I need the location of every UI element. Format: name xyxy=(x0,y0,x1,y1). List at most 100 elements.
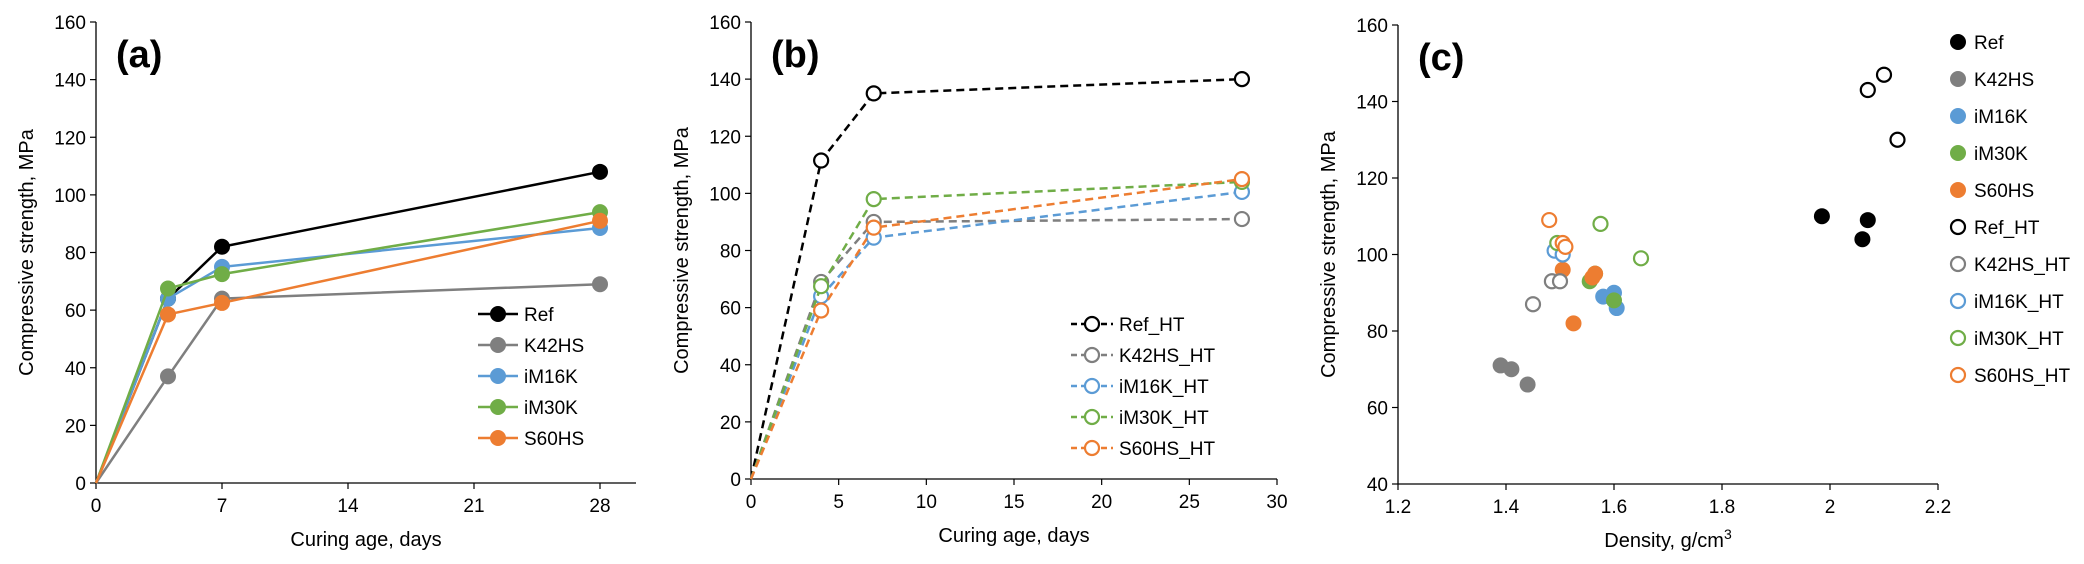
x-axis-label: Curing age, days xyxy=(938,525,1089,547)
series-s60hs-ht xyxy=(1541,211,1574,255)
data-point xyxy=(160,368,176,385)
series-line xyxy=(749,77,1242,480)
legend-label: K42HS xyxy=(524,336,584,357)
y-tick-label: 100 xyxy=(709,184,741,205)
series-line xyxy=(94,210,601,484)
x-tick-label: 10 xyxy=(916,492,937,513)
x-tick-label: 1.2 xyxy=(1385,497,1411,518)
data-point xyxy=(1859,212,1876,229)
data-point xyxy=(813,152,830,169)
legend-marker xyxy=(1083,439,1101,457)
chart-panel-2: 0 20 40 60 80 100 120 140 160 0 5 10 15 20 25 30 Curing … xyxy=(671,13,1288,547)
y-tick-label: 40 xyxy=(720,356,741,377)
y-tick-label: 160 xyxy=(54,13,86,34)
data-point xyxy=(813,278,830,295)
x-tick-label: 2 xyxy=(1825,497,1836,518)
y-axis-label: Compressive strength, MPa xyxy=(16,128,38,376)
x-tick-label: 25 xyxy=(1179,492,1200,513)
x-tick-label: 1.4 xyxy=(1493,497,1520,518)
x-tick-label: 2.2 xyxy=(1925,497,1951,518)
series-s60hs xyxy=(1554,261,1604,332)
data-point xyxy=(865,85,882,102)
data-point xyxy=(1859,81,1876,99)
data-point xyxy=(1541,211,1558,229)
x-tick-label: 5 xyxy=(833,492,844,513)
chart-panel-3: 40 60 80 100 120 140 160 1.2 1.4 1.6 1.8 2 2.2 Densit… xyxy=(1318,16,2070,552)
panel-label: (c) xyxy=(1418,37,1464,79)
x-axis-label: Curing age, days xyxy=(290,529,441,551)
y-tick-label: 0 xyxy=(730,470,741,491)
data-point xyxy=(1565,315,1582,332)
series-line xyxy=(749,177,1243,480)
y-tick-label: 20 xyxy=(65,416,86,437)
legend-label: K42HS_HT xyxy=(1974,255,2070,276)
legend-item: Ref xyxy=(478,305,554,326)
y-tick-label: 160 xyxy=(1356,16,1388,37)
legend-label: Ref xyxy=(524,305,554,326)
x-tick-label: 0 xyxy=(746,492,757,513)
legend-label: S60HS xyxy=(1974,181,2034,202)
data-point xyxy=(1813,208,1830,225)
y-tick-label: 40 xyxy=(1367,475,1388,496)
data-point xyxy=(214,266,230,283)
legend: Ref_HT K42HS_HT iM16K_HT iM30K_HT S60HS_HT xyxy=(1071,315,1215,460)
series-line xyxy=(94,282,601,484)
data-point xyxy=(1503,361,1520,378)
data-point xyxy=(1524,296,1542,313)
series-s60hs xyxy=(94,212,608,484)
y-tick-label: 60 xyxy=(720,299,741,320)
legend-label: K42HS_HT xyxy=(1119,346,1215,367)
x-tick-label: 0 xyxy=(91,496,102,517)
y-tick-label: 80 xyxy=(1367,322,1388,343)
data-point xyxy=(865,190,882,208)
x-tick-label: 15 xyxy=(1003,492,1024,513)
legend-item: K42HS xyxy=(1950,70,2034,91)
series-im30k-ht xyxy=(1549,215,1650,267)
legend-marker xyxy=(1950,145,1966,161)
legend-item: iM30K xyxy=(1950,144,2028,165)
legend-item: S60HS_HT xyxy=(1949,366,2070,387)
data-point xyxy=(865,219,882,236)
y-tick-label: 120 xyxy=(709,127,741,148)
legend-item: S60HS xyxy=(1950,181,2034,202)
y-axis-label: Compressive strength, MPa xyxy=(1318,130,1340,378)
data-point xyxy=(1557,238,1574,255)
legend-item: iM16K xyxy=(1950,107,2028,128)
legend-label: iM30K xyxy=(524,398,578,419)
legend-marker xyxy=(1950,71,1966,87)
legend-item: Ref xyxy=(1950,33,2004,54)
data-point xyxy=(1875,66,1893,83)
series-line xyxy=(749,190,1243,480)
legend-label: S60HS xyxy=(524,429,584,450)
y-axis-label: Compressive strength, MPa xyxy=(671,126,693,374)
legend-marker xyxy=(1950,108,1966,124)
x-axis-label: Density, g/cm3 xyxy=(1604,526,1732,552)
y-tick-label: 20 xyxy=(720,413,741,434)
x-axis-label-superscript: 3 xyxy=(1724,526,1732,542)
legend-label: K42HS xyxy=(1974,70,2034,91)
legend-marker xyxy=(1949,255,1967,273)
legend-marker xyxy=(490,430,506,446)
legend-label: Ref xyxy=(1974,33,2004,54)
legend-item: K42HS_HT xyxy=(1071,346,1215,367)
y-tick-label: 60 xyxy=(65,301,86,322)
series-ref-ht xyxy=(1859,66,1906,148)
legend-label: iM16K_HT xyxy=(1974,292,2064,313)
y-tick-label: 140 xyxy=(54,71,86,92)
legend-marker xyxy=(1083,346,1101,364)
legend-label: iM16K xyxy=(1974,107,2028,128)
legend-marker xyxy=(1950,34,1966,50)
data-point xyxy=(214,238,230,255)
y-tick-label: 160 xyxy=(709,13,741,34)
data-point xyxy=(1632,250,1650,267)
data-point xyxy=(1233,210,1251,228)
legend-item: S60HS_HT xyxy=(1071,439,1215,460)
legend-item: iM30K xyxy=(478,398,578,419)
legend: Ref K42HS iM16K iM30K S60HS Ref_HT K42HS_HT iM1… xyxy=(1949,33,2070,387)
legend-item: iM30K_HT xyxy=(1949,329,2064,350)
series-line xyxy=(94,226,601,484)
legend-item: K42HS_HT xyxy=(1949,255,2070,276)
y-tick-label: 120 xyxy=(1356,169,1388,190)
series-s60hs-ht xyxy=(749,170,1251,480)
